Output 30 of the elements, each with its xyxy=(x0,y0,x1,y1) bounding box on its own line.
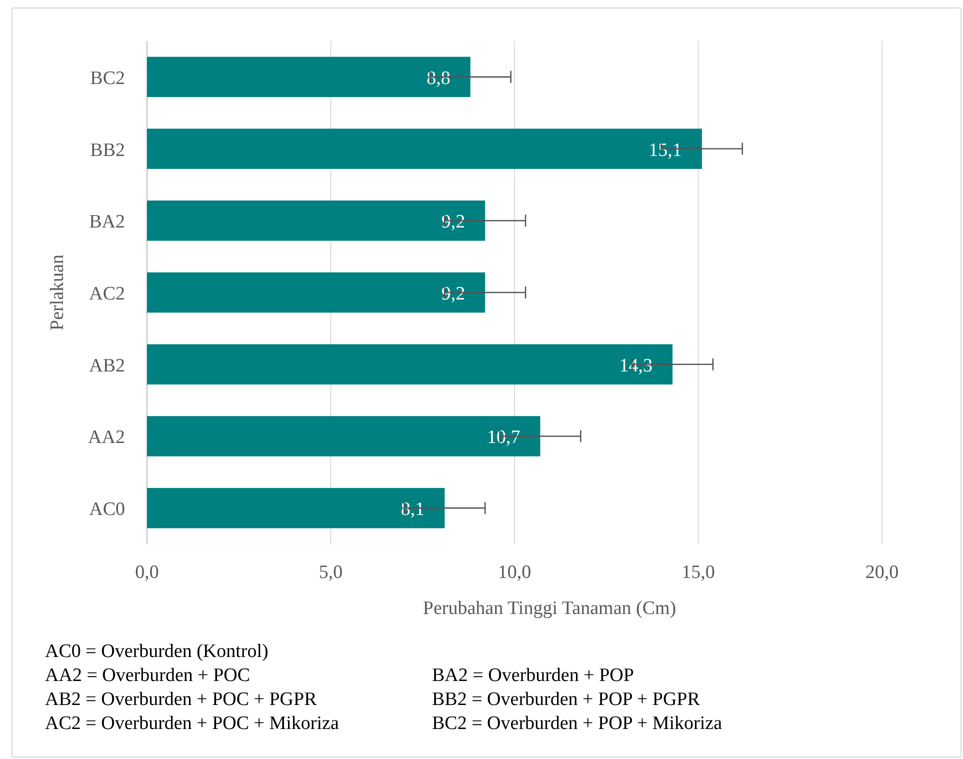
data-label: 10,7 xyxy=(486,427,520,448)
y-axis-title: Perlakuan xyxy=(47,254,68,330)
y-tick-label: AC0 xyxy=(89,499,125,520)
text: AC0 = Overburden (Kontrol) xyxy=(45,641,268,662)
bar xyxy=(147,200,486,241)
y-tick-label: BA2 xyxy=(89,212,125,233)
bar xyxy=(147,272,486,313)
x-tick-label: 20,0 xyxy=(865,562,899,583)
text: AA2 = Overburden + POC xyxy=(45,665,250,686)
text: AC2 = Overburden + POC + Mikoriza xyxy=(45,713,340,734)
y-tick-label: AB2 xyxy=(89,355,125,376)
x-tick-label: 5,0 xyxy=(318,562,343,583)
text: BC2 = Overburden + POP + Mikoriza xyxy=(432,713,723,734)
y-tick-label: BC2 xyxy=(90,68,125,89)
bar xyxy=(147,344,673,384)
y-tick-label: AC2 xyxy=(89,284,125,304)
text: BB2 = Overburden + POP + PGPR xyxy=(432,689,700,710)
x-tick-label: 10,0 xyxy=(498,562,532,583)
x-tick-label: 0,0 xyxy=(135,562,159,583)
data-label: 15,1 xyxy=(648,140,682,161)
text: AB2 = Overburden + POC + PGPR xyxy=(45,689,318,710)
text: BA2 = Overburden + POP xyxy=(432,665,634,686)
y-tick-label: BB2 xyxy=(90,140,125,161)
x-axis-title: Perubahan Tinggi Tanaman (Cm) xyxy=(422,598,676,619)
bar xyxy=(147,488,445,528)
x-tick-label: 15,0 xyxy=(682,562,715,583)
bar xyxy=(147,56,470,98)
y-tick-label: AA2 xyxy=(88,427,125,448)
bar xyxy=(147,128,702,169)
bar xyxy=(147,416,540,456)
